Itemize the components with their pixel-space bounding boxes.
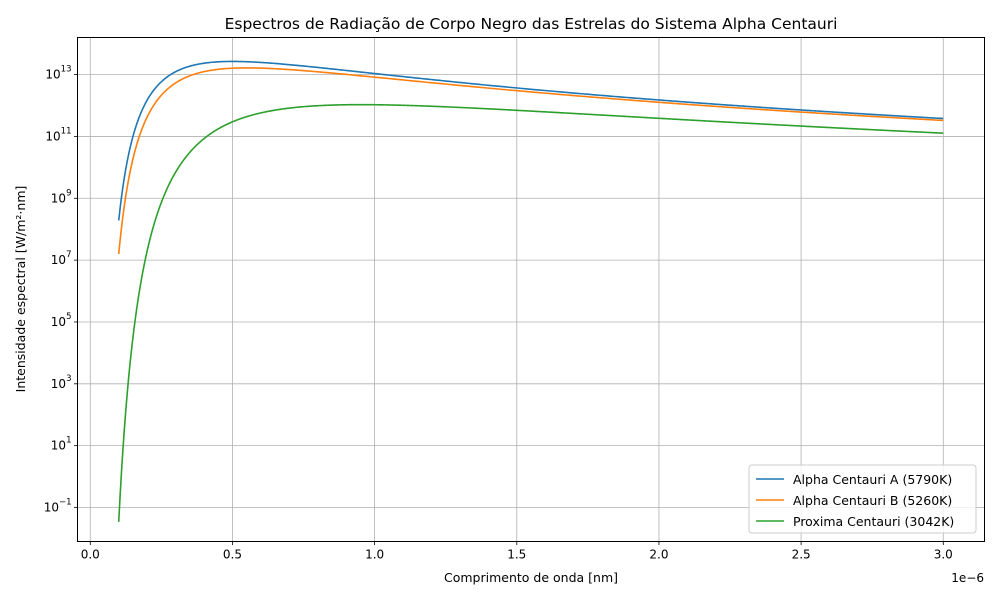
legend-label-proxima: Proxima Centauri (3042K) (793, 514, 954, 529)
chart-title: Espectros de Radiação de Corpo Negro das… (225, 15, 838, 33)
x-tick-label: 3.0 (934, 548, 953, 562)
x-tick-label: 0.0 (81, 548, 100, 562)
series-line-B (117, 67, 944, 255)
series-line-A (117, 60, 944, 221)
legend-box (748, 464, 977, 534)
x-tick-label: 1.0 (365, 548, 384, 562)
x-axis-label: Comprimento de onda [nm] (444, 570, 618, 585)
grid (77, 37, 985, 542)
x-axis-ticks: 0.0 0.5 1.0 1.5 2.0 2.5 3.0 (81, 541, 953, 562)
series-lines (117, 60, 944, 522)
y-axis-label: Intensidade espectral [W/m²·nm] (13, 186, 28, 393)
legend: Alpha Centauri A (5790K) Alpha Centauri … (748, 464, 977, 534)
legend-label-alpha-a: Alpha Centauri A (5790K) (793, 472, 952, 487)
series-line-C (117, 103, 944, 522)
x-tick-label: 2.0 (649, 548, 668, 562)
x-tick-label: 1.5 (507, 548, 526, 562)
plot-frame (77, 37, 985, 542)
legend-label-alpha-b: Alpha Centauri B (5260K) (793, 493, 952, 508)
x-tick-label: 0.5 (223, 548, 242, 562)
x-tick-label: 2.5 (792, 548, 811, 562)
x-offset-label: 1e−6 (951, 571, 984, 585)
